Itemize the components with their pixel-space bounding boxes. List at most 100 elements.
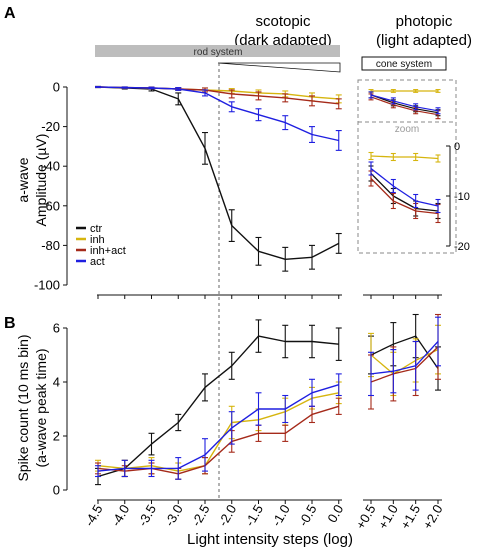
zoom-point-inh bbox=[368, 151, 374, 161]
zoom-point-inh bbox=[435, 154, 441, 163]
panel-b-point-act bbox=[95, 465, 101, 478]
panel-b-point-act bbox=[228, 411, 235, 445]
x-tick-label: -2.0 bbox=[215, 502, 239, 529]
panel-a-photopic-point-act bbox=[390, 97, 396, 105]
cone-system-label: cone system bbox=[376, 59, 432, 70]
panel-a-point-ctr bbox=[255, 236, 262, 266]
legend-label-act: act bbox=[90, 256, 105, 268]
rod-system-label: rod system bbox=[194, 47, 243, 58]
panel-b-photopic-point-act bbox=[390, 349, 397, 394]
x-tick-label: -2.5 bbox=[188, 502, 212, 529]
legend: ctr inh inh+act act bbox=[76, 223, 126, 268]
panel-b-ylabel-line1: Spike count (10 ms bin) bbox=[15, 334, 31, 481]
zoom-point-inh bbox=[413, 152, 419, 162]
panel-a-point-act bbox=[148, 86, 155, 90]
panel-a-point-act bbox=[202, 89, 208, 97]
x-tick-label: -3.5 bbox=[135, 502, 159, 529]
panel-a-series bbox=[95, 85, 441, 272]
zoom-point-act bbox=[413, 193, 419, 209]
panel-b-ylabel-line2: (a-wave peak time) bbox=[33, 348, 49, 467]
panel-a-point-inh-act bbox=[228, 89, 235, 99]
panel-a-point-inh-act bbox=[309, 95, 315, 107]
panel-b-point-ctr bbox=[335, 327, 342, 361]
panel-b-point-act bbox=[148, 459, 155, 478]
panel-b-y-tick-label: 6 bbox=[53, 321, 60, 336]
panel-label-a: A bbox=[4, 5, 16, 22]
panel-a-photopic-point-inh bbox=[390, 89, 396, 93]
panel-a-line-act bbox=[97, 86, 339, 142]
panel-a-point-act bbox=[228, 101, 235, 113]
x-tick-label: -0.5 bbox=[295, 502, 319, 529]
x-tick-labels: -4.5 -4.0 -3.5 -3.0 -2.5 -2.0 -1.5 -1.0 -0.5 0.0 +… bbox=[81, 500, 446, 532]
panel-a-point-act bbox=[282, 115, 289, 131]
zoom-point-inh-act bbox=[390, 192, 396, 210]
panel-b-series bbox=[95, 313, 442, 486]
panel-b-y-ticks: 0 2 4 6 bbox=[53, 321, 67, 498]
panel-a-photopic-point-inh bbox=[435, 89, 441, 93]
panel-b-point-act bbox=[282, 394, 289, 424]
panel-a-point-act bbox=[309, 126, 315, 143]
panel-a-point-act bbox=[175, 87, 182, 91]
panel-b-photopic-line-ctr bbox=[370, 335, 439, 369]
panel-a-y-tick-label: -20 bbox=[41, 119, 60, 134]
photopic-subheader: (light adapted) bbox=[376, 32, 472, 49]
panel-b-line-inh-act bbox=[97, 405, 340, 475]
x-tick-label: -3.0 bbox=[162, 502, 186, 529]
panel-a-photopic-point-act bbox=[435, 107, 441, 115]
panel-b-photopic-line-inh bbox=[370, 349, 439, 375]
panel-a-photopic-point-inh bbox=[413, 89, 419, 93]
panel-a-photopic-line-act bbox=[370, 94, 439, 112]
panel-b-point-ctr bbox=[309, 324, 315, 359]
panel-b-point-ctr bbox=[228, 351, 235, 380]
x-tick-label: 0.0 bbox=[324, 502, 346, 525]
x-tick-label: +2.0 bbox=[420, 502, 446, 532]
panel-b-y-tick-label: 2 bbox=[53, 429, 60, 444]
panel-a-y-tick-label: -80 bbox=[41, 238, 60, 253]
panel-b-line-ctr bbox=[97, 335, 339, 478]
zoom-point-inh bbox=[390, 152, 396, 162]
panel-a-photopic-point-act bbox=[368, 91, 374, 99]
panel-b-point-act bbox=[202, 438, 208, 472]
panel-a-y-tick-label: 0 bbox=[53, 80, 60, 95]
panel-a-point-act bbox=[255, 108, 262, 122]
panel-b-point-ctr bbox=[202, 373, 208, 402]
panel-a-point-ctr bbox=[309, 244, 315, 270]
x-tick-label: -1.0 bbox=[269, 502, 293, 529]
panel-b-line-act bbox=[97, 384, 340, 472]
x-tick-label: +0.5 bbox=[353, 502, 379, 532]
cone-system-bar bbox=[361, 56, 447, 71]
panel-b-point-act bbox=[255, 392, 262, 426]
x-tick-label: +1.0 bbox=[375, 502, 401, 532]
panel-b-point-act bbox=[335, 373, 342, 397]
panel-b-point-act bbox=[309, 378, 315, 407]
legend-label-inh: inh bbox=[90, 234, 105, 246]
x-tick-label: -4.0 bbox=[108, 502, 132, 529]
zoom-line-inh-act bbox=[370, 178, 439, 215]
panel-a-point-inh-act bbox=[282, 93, 289, 103]
panel-b-photopic-point-act bbox=[435, 316, 442, 367]
zoom-y-tick-label: -10 bbox=[454, 191, 470, 203]
panel-a-ylabel-line1: a-wave bbox=[15, 157, 31, 202]
panel-a-photopic-point-act bbox=[413, 103, 419, 111]
panel-a-y-ticks: 0 -20 -40 -60 -80 -100 bbox=[34, 80, 439, 299]
panel-b-point-ctr bbox=[282, 324, 289, 359]
x-tick-label: -4.5 bbox=[81, 502, 105, 529]
zoom-label: zoom bbox=[395, 124, 419, 135]
panel-b-photopic-line-inh-act bbox=[370, 346, 439, 383]
panel-a-y-tick-label: -100 bbox=[34, 278, 60, 293]
panel-a-point-ctr bbox=[202, 131, 208, 165]
scotopic-header: scotopic bbox=[255, 13, 311, 30]
zoom-point-act bbox=[435, 198, 441, 214]
zoom-y-tick-label: -20 bbox=[454, 241, 470, 253]
panel-b-y-tick-label: 4 bbox=[53, 375, 60, 390]
panel-a-point-ctr bbox=[282, 246, 289, 272]
panel-b-y-tick-label: 0 bbox=[53, 483, 60, 498]
panel-a-photopic-line-inh-act bbox=[370, 96, 439, 116]
panel-b-point-act bbox=[175, 457, 182, 480]
panel-b-point-inh-act bbox=[335, 397, 342, 415]
zoom-point-act bbox=[368, 161, 374, 176]
panel-b-photopic-point-act bbox=[368, 351, 374, 397]
zoom-line-act bbox=[370, 167, 439, 207]
zoom-point-act bbox=[390, 178, 396, 194]
panel-a-point-ctr bbox=[175, 92, 182, 106]
